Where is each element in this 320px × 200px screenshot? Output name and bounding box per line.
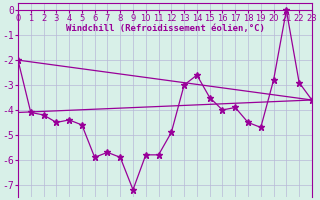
X-axis label: Windchill (Refroidissement éolien,°C): Windchill (Refroidissement éolien,°C)	[66, 24, 264, 33]
